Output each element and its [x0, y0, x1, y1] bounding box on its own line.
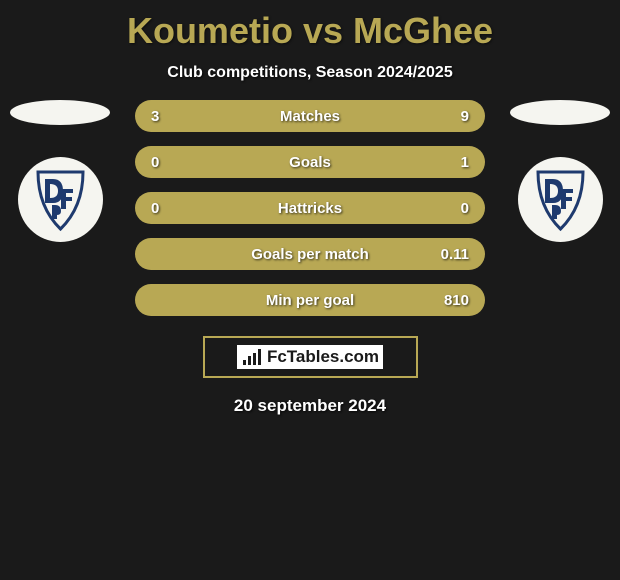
right-player-badges: [510, 100, 610, 242]
stat-row-matches: 3 Matches 9: [135, 100, 485, 132]
main-content: 3 Matches 9 0 Goals 1 0 Hattricks 0 Goal…: [0, 100, 620, 316]
chart-icon: [241, 348, 263, 366]
stat-row-hattricks: 0 Hattricks 0: [135, 192, 485, 224]
stat-label: Matches: [280, 108, 340, 125]
left-player-badges: [10, 100, 110, 242]
stat-value-right: 1: [429, 154, 469, 171]
stat-value-left: 0: [151, 154, 191, 171]
club-badge-left: [18, 157, 103, 242]
stat-value-right: 0.11: [429, 246, 469, 263]
club-badge-right: [518, 157, 603, 242]
date-text: 20 september 2024: [234, 396, 386, 416]
player-avatar-placeholder-left: [10, 100, 110, 125]
stat-label: Hattricks: [278, 200, 342, 217]
stat-value-left: 0: [151, 200, 191, 217]
stat-value-left: 3: [151, 108, 191, 125]
stat-value-right: 0: [429, 200, 469, 217]
stat-value-right: 810: [429, 292, 469, 309]
dfc-shield-icon: [33, 167, 88, 232]
comparison-subtitle: Club competitions, Season 2024/2025: [167, 64, 452, 82]
player-avatar-placeholder-right: [510, 100, 610, 125]
stat-label: Goals: [289, 154, 331, 171]
stats-comparison-widget: Koumetio vs McGhee Club competitions, Se…: [0, 0, 620, 426]
stat-row-goals: 0 Goals 1: [135, 146, 485, 178]
brand-name: FcTables.com: [267, 347, 379, 367]
stat-row-min-per-goal: Min per goal 810: [135, 284, 485, 316]
stat-value-right: 9: [429, 108, 469, 125]
comparison-title: Koumetio vs McGhee: [127, 10, 493, 52]
stat-row-goals-per-match: Goals per match 0.11: [135, 238, 485, 270]
stats-bars: 3 Matches 9 0 Goals 1 0 Hattricks 0 Goal…: [135, 100, 485, 316]
stat-label: Goals per match: [251, 246, 369, 263]
dfc-shield-icon: [533, 167, 588, 232]
stat-label: Min per goal: [266, 292, 354, 309]
brand-box[interactable]: FcTables.com: [203, 336, 418, 378]
